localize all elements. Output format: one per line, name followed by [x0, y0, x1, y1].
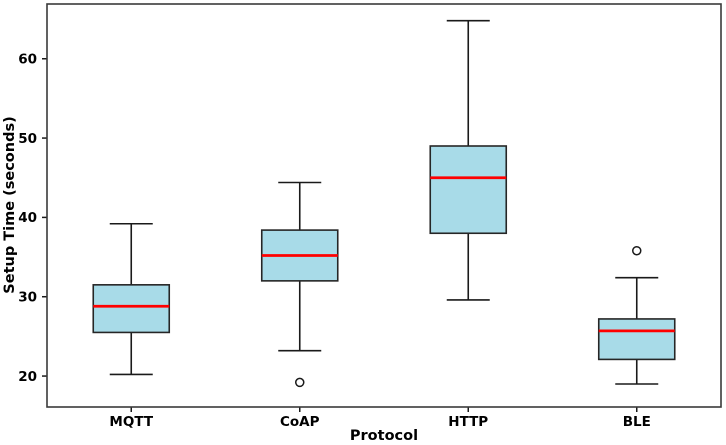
y-axis-title: Setup Time (seconds) — [2, 116, 18, 293]
y-tick-label-60: 60 — [18, 52, 37, 68]
x-tick-label-coap: CoAP — [280, 414, 320, 430]
plot-area: 20 30 40 50 60 MQTT CoAP HTTP BLE — [18, 3, 722, 430]
outlier-coap-0 — [295, 377, 305, 388]
y-tick-label-30: 30 — [18, 290, 37, 306]
box-ble — [597, 318, 676, 361]
x-tick-label-http: HTTP — [448, 414, 488, 430]
x-tick-label-mqtt: MQTT — [109, 414, 153, 430]
x-axis-title: Protocol — [350, 428, 418, 444]
y-tick-label-20: 20 — [18, 369, 37, 385]
outlier-ble-0 — [632, 245, 642, 256]
y-tick-label-40: 40 — [18, 210, 37, 226]
x-tick-label-ble: BLE — [623, 414, 651, 430]
plot-frame — [46, 3, 722, 408]
box-http — [429, 145, 508, 235]
y-tick-label-50: 50 — [18, 131, 37, 147]
box-mqtt — [92, 284, 171, 334]
